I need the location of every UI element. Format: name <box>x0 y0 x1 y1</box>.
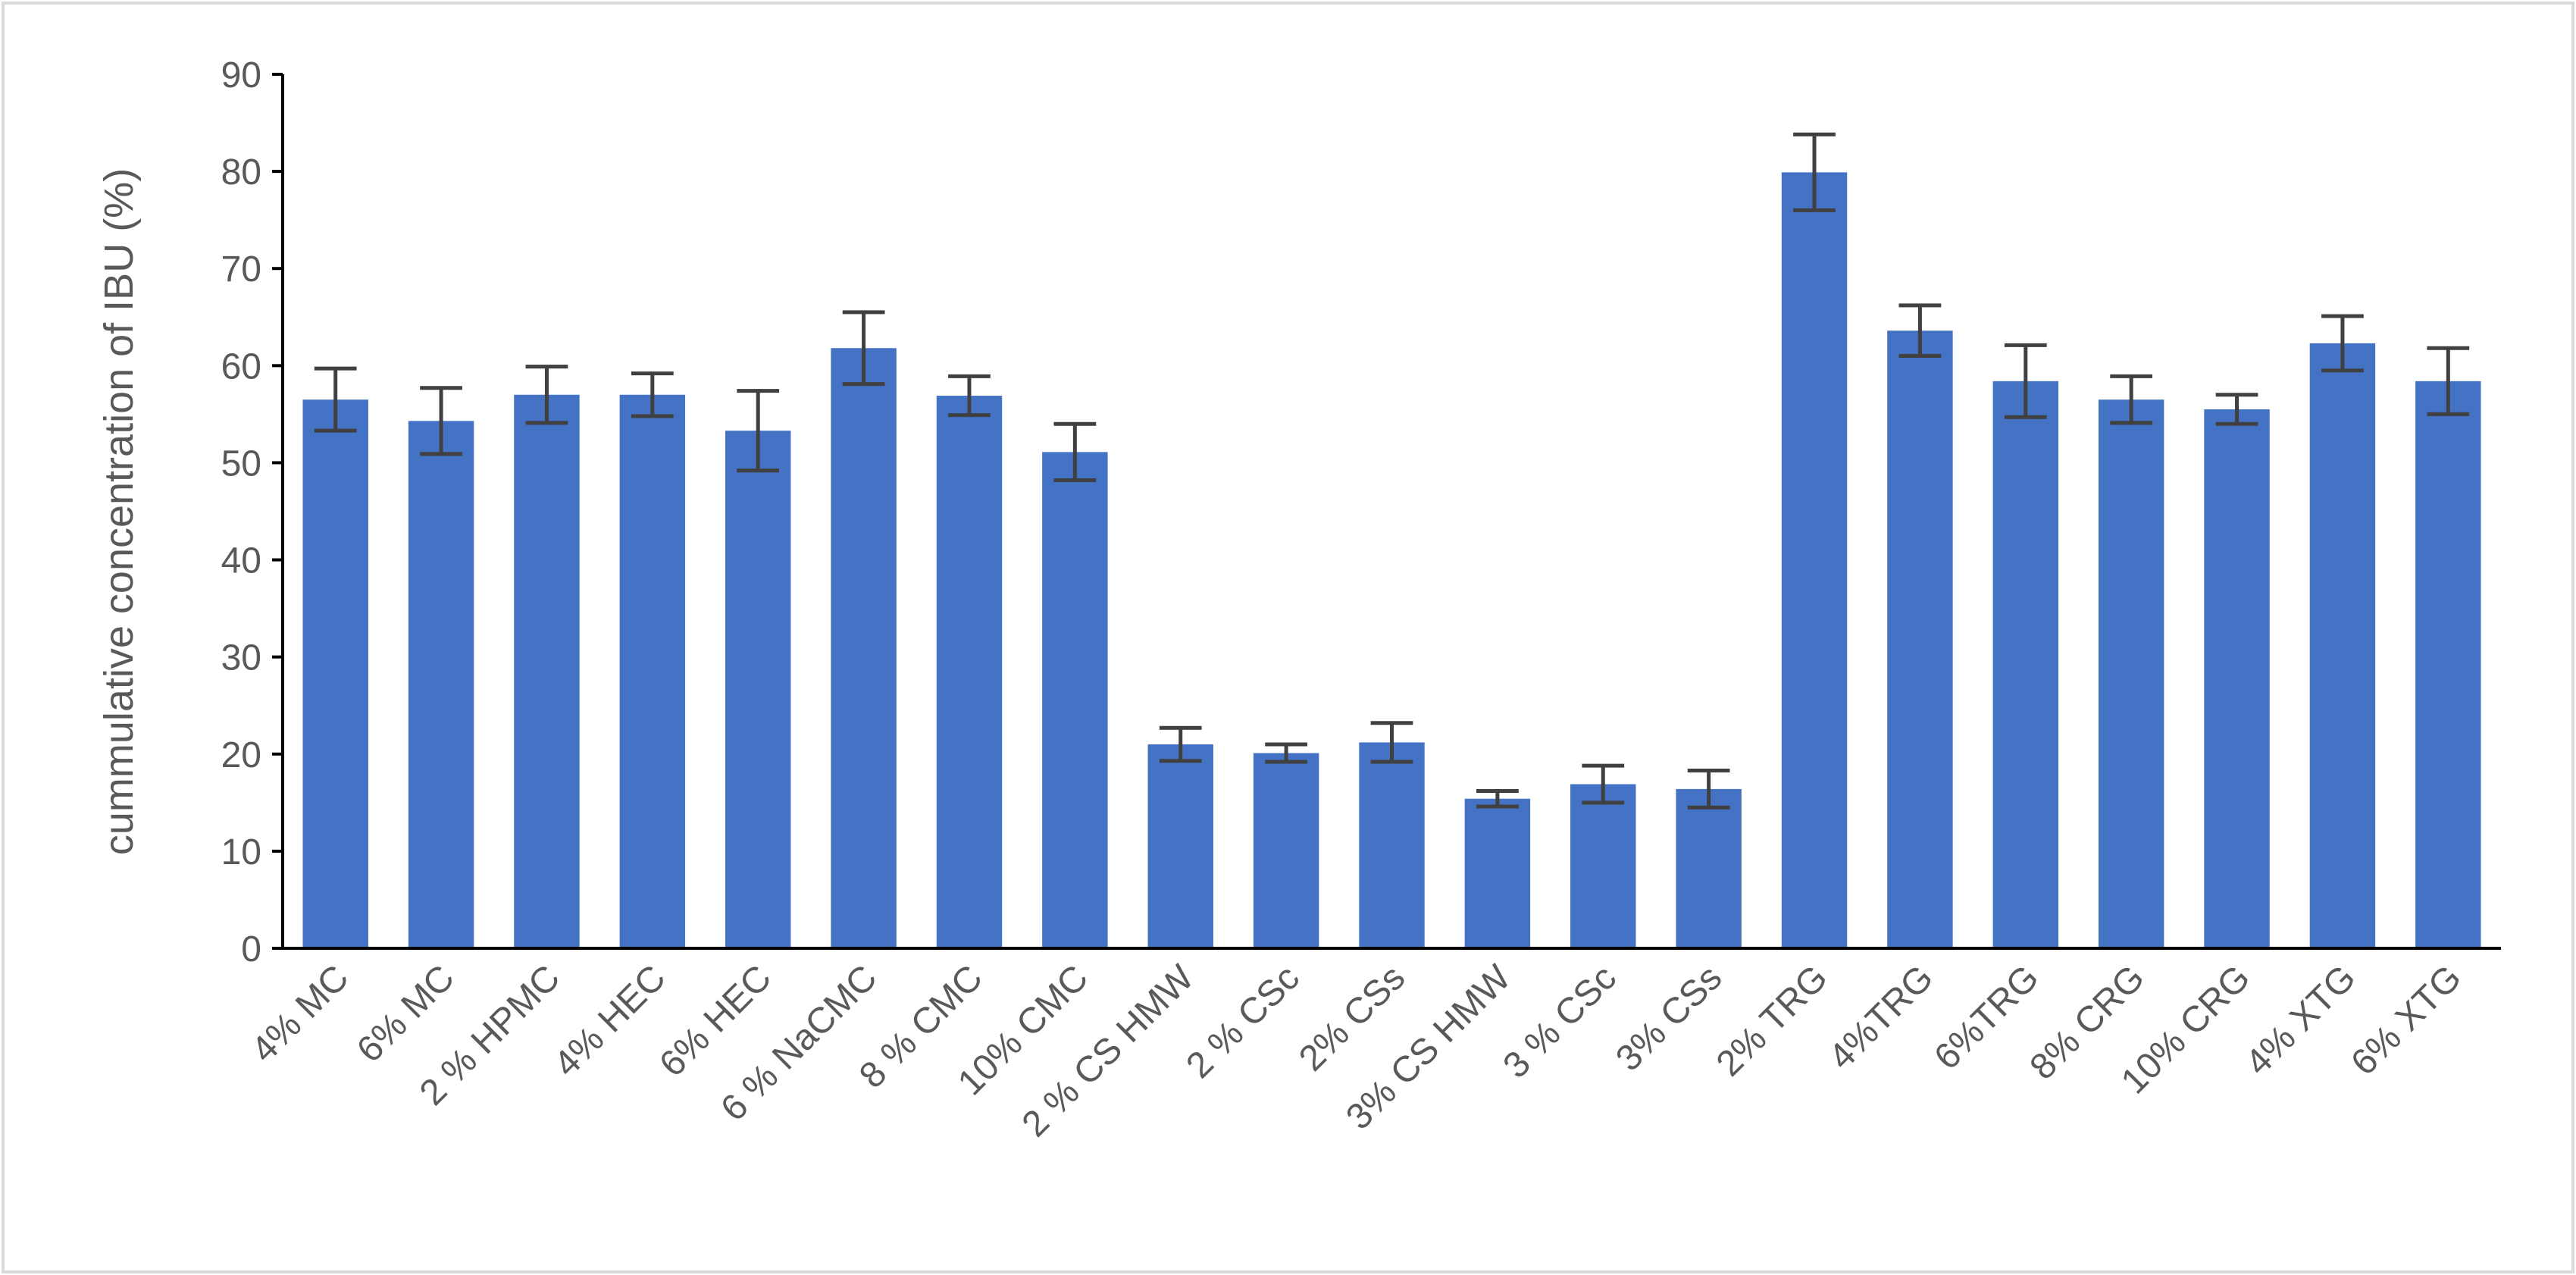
error-bar <box>2321 314 2364 373</box>
bar <box>2309 343 2376 948</box>
bar <box>2098 399 2164 948</box>
bar <box>1253 753 1319 948</box>
error-bar <box>842 310 885 387</box>
bar <box>831 348 897 949</box>
error-bar <box>1898 303 1942 359</box>
y-tick-label: 0 <box>241 929 261 970</box>
bar <box>514 394 580 948</box>
y-tick-label: 40 <box>221 541 261 581</box>
y-tick-label: 30 <box>221 638 261 678</box>
error-bar <box>2215 393 2258 426</box>
error-bar <box>1582 763 1625 805</box>
y-tick-label: 70 <box>221 249 261 290</box>
bar <box>936 396 1003 948</box>
bar <box>1570 784 1636 948</box>
error-bar <box>737 389 780 473</box>
bar <box>1359 742 1425 948</box>
bar <box>2204 409 2270 948</box>
bar <box>1887 330 1953 948</box>
bar <box>1042 452 1108 948</box>
error-bar <box>1793 132 1836 212</box>
y-tick-label: 20 <box>221 735 261 775</box>
error-bar <box>631 371 674 418</box>
bar <box>1781 172 1848 949</box>
bar <box>302 399 368 948</box>
error-bar <box>2110 374 2153 425</box>
bar <box>2415 381 2481 948</box>
bar <box>1676 788 1742 948</box>
bar <box>1147 744 1213 948</box>
error-bar <box>1476 788 1519 809</box>
error-bar <box>1053 421 1097 483</box>
bar <box>725 431 791 948</box>
bar <box>408 421 474 948</box>
y-tick-label: 90 <box>221 55 261 96</box>
error-bar <box>948 374 991 418</box>
y-tick-label: 50 <box>221 443 261 484</box>
error-bar <box>2427 346 2470 416</box>
error-bar <box>525 365 568 425</box>
y-tick-label: 60 <box>221 346 261 387</box>
error-bar <box>1265 742 1307 764</box>
error-bar <box>1370 721 1413 764</box>
y-tick-label: 10 <box>221 832 261 872</box>
bar <box>619 394 686 948</box>
error-bar <box>314 366 357 433</box>
error-bar <box>1159 725 1202 763</box>
error-bar <box>2004 343 2047 419</box>
y-tick-label: 80 <box>221 152 261 193</box>
bar <box>1992 381 2058 948</box>
y-axis-title: cummulative concentration of IBU (%) <box>96 168 142 855</box>
bar <box>1464 798 1531 948</box>
error-bar <box>1687 769 1730 810</box>
error-bar <box>420 386 462 456</box>
